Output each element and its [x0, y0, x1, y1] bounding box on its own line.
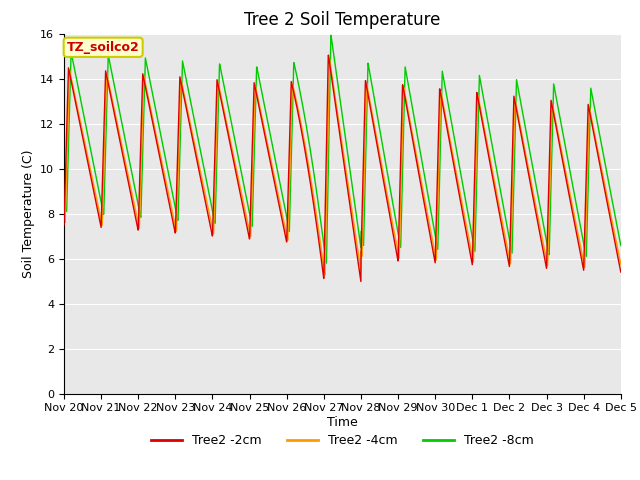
- Tree2 -2cm: [60, 222, 68, 228]
- Tree2 -2cm: [617, 269, 625, 275]
- Tree2 -8cm: [617, 242, 625, 248]
- Tree2 -2cm: [216, 89, 223, 95]
- Tree2 -4cm: [617, 261, 625, 267]
- Tree2 -4cm: [179, 87, 187, 93]
- Tree2 -8cm: [179, 62, 187, 68]
- Tree2 -2cm: [617, 268, 625, 274]
- Tree2 -8cm: [60, 196, 68, 202]
- Y-axis label: Soil Temperature (C): Soil Temperature (C): [22, 149, 35, 278]
- Line: Tree2 -2cm: Tree2 -2cm: [64, 55, 621, 281]
- Tree2 -4cm: [216, 86, 223, 92]
- Title: Tree 2 Soil Temperature: Tree 2 Soil Temperature: [244, 11, 440, 29]
- Tree2 -8cm: [216, 62, 223, 68]
- Tree2 -2cm: [397, 144, 404, 150]
- Line: Tree2 -4cm: Tree2 -4cm: [64, 59, 621, 275]
- Tree2 -2cm: [564, 187, 572, 193]
- X-axis label: Time: Time: [327, 416, 358, 429]
- Tree2 -4cm: [60, 215, 68, 220]
- Tree2 -8cm: [323, 260, 330, 266]
- Tree2 -4cm: [326, 56, 333, 61]
- Tree2 -8cm: [397, 233, 404, 239]
- Tree2 -2cm: [407, 126, 415, 132]
- Tree2 -4cm: [617, 261, 625, 266]
- Tree2 -2cm: [324, 52, 332, 58]
- Line: Tree2 -8cm: Tree2 -8cm: [64, 36, 621, 263]
- Tree2 -8cm: [617, 242, 625, 248]
- Tree2 -8cm: [327, 33, 335, 38]
- Tree2 -2cm: [357, 278, 365, 284]
- Tree2 -8cm: [407, 96, 415, 101]
- Tree2 -4cm: [321, 272, 329, 278]
- Text: TZ_soilco2: TZ_soilco2: [67, 41, 140, 54]
- Tree2 -2cm: [179, 91, 187, 96]
- Tree2 -4cm: [407, 122, 415, 128]
- Tree2 -8cm: [564, 159, 572, 165]
- Tree2 -4cm: [564, 181, 572, 187]
- Tree2 -4cm: [397, 188, 404, 193]
- Legend: Tree2 -2cm, Tree2 -4cm, Tree2 -8cm: Tree2 -2cm, Tree2 -4cm, Tree2 -8cm: [146, 429, 539, 452]
